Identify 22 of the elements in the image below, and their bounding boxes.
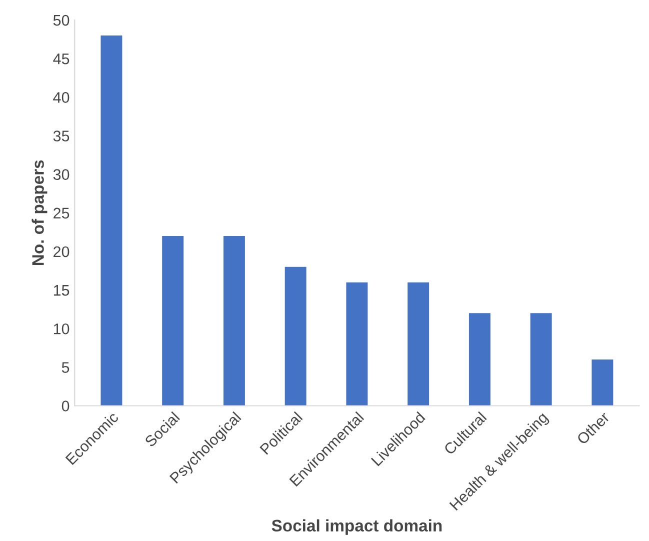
y-tick-label: 10 bbox=[54, 323, 70, 334]
y-tick-label: 25 bbox=[54, 208, 70, 219]
y-tick-label: 40 bbox=[53, 92, 70, 103]
y-tick-label: 45 bbox=[53, 54, 70, 64]
bar bbox=[530, 313, 552, 406]
y-tick-label: 50 bbox=[53, 14, 70, 26]
y-tick-label: 20 bbox=[54, 246, 70, 258]
y-axis-title: No. of papers bbox=[32, 160, 48, 266]
bar bbox=[100, 35, 122, 406]
y-tick-label: 30 bbox=[53, 169, 70, 180]
bar bbox=[468, 313, 490, 406]
bar bbox=[162, 236, 184, 406]
y-tick-label: 0 bbox=[62, 400, 70, 412]
bar bbox=[408, 282, 430, 406]
y-tick-label: 15 bbox=[54, 285, 70, 296]
bar bbox=[346, 282, 368, 406]
bar bbox=[592, 359, 614, 406]
y-tick-label: 5 bbox=[62, 362, 70, 373]
bar bbox=[223, 236, 245, 406]
x-axis-title: Social impact domain bbox=[272, 519, 442, 535]
bar bbox=[284, 266, 306, 406]
y-tick-label: 35 bbox=[53, 130, 70, 142]
